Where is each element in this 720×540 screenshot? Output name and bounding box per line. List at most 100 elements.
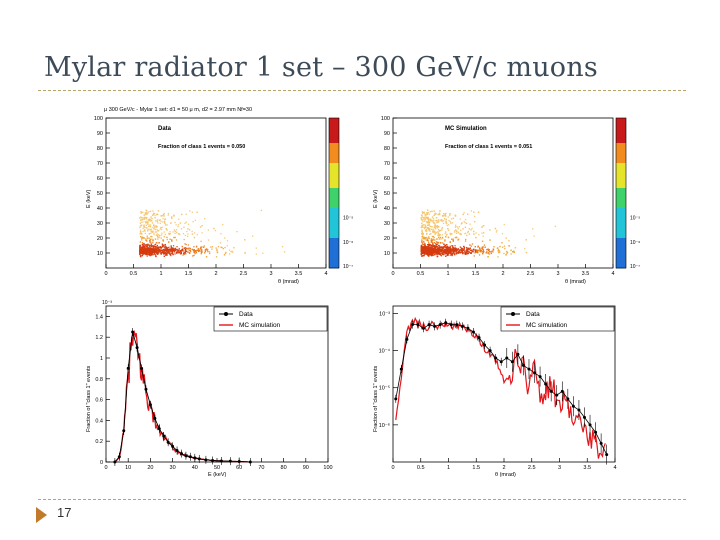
density-point [144, 221, 146, 223]
density-point [434, 212, 436, 215]
density-point [152, 210, 154, 212]
density-point [439, 236, 442, 239]
density-point [140, 231, 142, 234]
density-point [166, 224, 168, 226]
density-point [160, 237, 162, 239]
density-point [475, 232, 477, 234]
panel-label: MC Simulation [445, 126, 487, 132]
density-point [451, 254, 453, 257]
density-point [432, 249, 435, 251]
density-point [433, 226, 435, 229]
density-point [430, 252, 432, 254]
density-point [422, 220, 424, 223]
density-point [479, 250, 481, 252]
density-point [433, 222, 435, 224]
y-tick-label: 0.6 [95, 398, 103, 404]
density-point [427, 212, 429, 214]
density-point [436, 227, 439, 229]
density-point [488, 253, 490, 255]
density-point [141, 254, 144, 257]
data-point [533, 371, 537, 375]
density-point [445, 218, 447, 221]
density-point [426, 236, 428, 239]
density-point [154, 254, 157, 256]
density-point [452, 251, 454, 253]
density-point [421, 222, 423, 224]
density-point [189, 252, 191, 254]
density-point [164, 218, 166, 221]
density-point [426, 232, 428, 235]
density-point [467, 230, 469, 233]
density-point [196, 234, 198, 236]
y-tick-label: 1.4 [95, 314, 103, 320]
colorbar-cell [329, 208, 339, 214]
density-point [467, 247, 470, 250]
density-point [222, 223, 224, 226]
data-point [471, 330, 475, 334]
density-point [421, 211, 423, 213]
density-point [503, 252, 505, 255]
density-point [260, 209, 262, 211]
density-point [147, 228, 149, 230]
density-point [140, 252, 142, 254]
density-point [425, 249, 427, 251]
density-point [157, 235, 159, 237]
density-point [430, 238, 432, 240]
density-point [216, 250, 218, 252]
colorbar-cell [616, 253, 626, 259]
density-point [432, 230, 434, 232]
density-point [421, 241, 423, 243]
density-point [467, 213, 469, 215]
density-point [428, 213, 430, 215]
density-point [149, 253, 151, 255]
density-point [176, 246, 178, 248]
density-point [445, 255, 447, 257]
density-point [152, 254, 154, 256]
density-point [155, 249, 157, 251]
colorbar-tick-label: 10⁻⁵ [343, 216, 353, 222]
density-point [162, 215, 164, 217]
density-point [141, 244, 144, 246]
density-point [533, 235, 535, 237]
density-point [139, 247, 141, 249]
density-point [441, 229, 443, 231]
density-point [423, 251, 425, 253]
density-point [492, 249, 495, 251]
density-point [158, 251, 160, 253]
y-tick-label: 30 [384, 221, 390, 227]
data-point [122, 429, 126, 433]
density-point [149, 244, 151, 247]
colorbar-cell [616, 178, 626, 184]
density-point [426, 233, 428, 235]
colorbar-cell [616, 183, 626, 189]
density-point [154, 253, 156, 255]
density-point [224, 252, 227, 254]
density-point [470, 249, 472, 251]
density-point [161, 252, 163, 254]
density-point [450, 248, 452, 250]
density-point [431, 247, 433, 249]
density-point [197, 248, 199, 250]
density-point [158, 219, 160, 221]
y-tick-label: 20 [384, 236, 390, 242]
density-point [184, 251, 187, 253]
density-point [152, 242, 154, 244]
density-point [446, 248, 448, 251]
data-point [438, 323, 442, 327]
data-point [549, 389, 553, 393]
data-point [460, 324, 464, 328]
density-point [143, 251, 146, 253]
density-point [437, 234, 439, 236]
density-point [443, 215, 445, 217]
density-point [154, 246, 157, 248]
density-point [168, 246, 170, 248]
density-point [482, 251, 485, 253]
density-point [439, 245, 441, 247]
density-point [471, 227, 473, 229]
density-point [195, 251, 197, 254]
density-point [427, 250, 429, 252]
density-point [142, 217, 144, 219]
density-point [445, 249, 447, 251]
density-point [439, 210, 441, 212]
density-point [420, 253, 422, 256]
